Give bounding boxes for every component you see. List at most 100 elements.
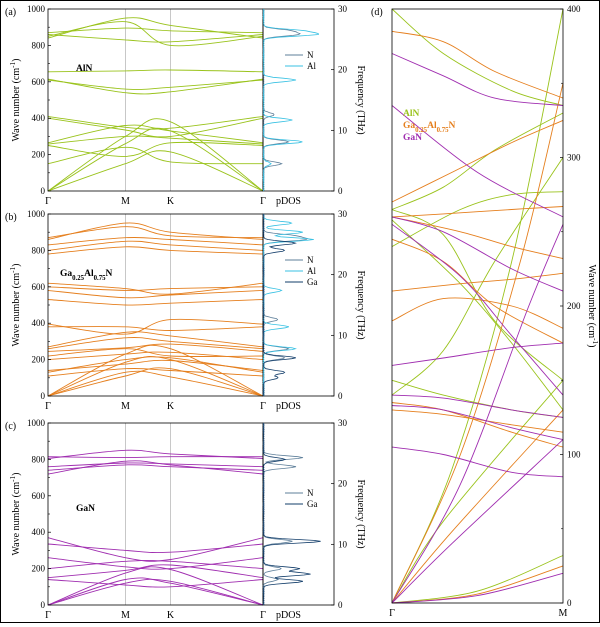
phonon-band-AlN <box>391 209 564 381</box>
x-tick-label: Γ <box>389 608 395 619</box>
phonon-band <box>47 577 264 606</box>
x-tick-label: K <box>167 401 175 412</box>
phonon-band-AlN <box>391 112 564 210</box>
phonon-band <box>47 282 264 295</box>
phonon-band <box>47 344 264 397</box>
y-tick-label: 100 <box>567 450 581 460</box>
phonon-band <box>47 286 264 291</box>
phonon-band <box>47 355 264 397</box>
y-tick-label: 300 <box>567 153 581 163</box>
y-tick-label: 0 <box>41 186 46 196</box>
phonon-band <box>47 118 264 192</box>
y-tick-label: 0 <box>567 598 572 608</box>
phonon-band-Ga0.25Al0.75N <box>391 119 564 203</box>
y-tick-label: 600 <box>32 282 46 292</box>
y-tick-label: 1000 <box>27 4 46 14</box>
y-axis-label: Wave number (cm-1) <box>9 59 22 142</box>
y-tick-label: 200 <box>32 355 46 365</box>
x-tick-label: M <box>121 610 130 621</box>
legend-label-N: N <box>307 50 314 60</box>
panel-d <box>391 8 564 604</box>
phonon-band <box>47 21 264 47</box>
panel-b <box>47 213 335 397</box>
legend-label-N: N <box>307 488 314 498</box>
phonon-band <box>47 356 264 373</box>
phonon-band <box>47 240 264 251</box>
dos-axis-label: pDOS <box>276 196 301 207</box>
x-tick-label: K <box>167 610 175 621</box>
y-tick-label: 400 <box>32 318 46 328</box>
panel-letter-c: (c) <box>5 421 16 432</box>
right-y-tick-label: 30 <box>338 209 348 219</box>
phonon-band <box>47 146 264 165</box>
legend-label-Al: Al <box>307 61 316 71</box>
x-tick-label: Γ <box>260 610 266 621</box>
phonon-band-GaN <box>391 446 564 478</box>
pdos-curve-Al <box>262 8 319 192</box>
phonon-band <box>47 370 264 397</box>
x-tick-label: Γ <box>45 401 51 412</box>
dos-axis-label: pDOS <box>276 610 301 621</box>
phonon-band-GaN <box>391 342 564 366</box>
right-y-tick-label: 10 <box>338 330 348 340</box>
phonon-band <box>47 579 264 588</box>
x-tick-label: M <box>121 401 130 412</box>
right-y-tick-label: 0 <box>338 600 343 610</box>
phonon-band <box>47 537 264 562</box>
phonon-band-Ga0.25Al0.75N <box>391 83 564 604</box>
right-y-tick-label: 20 <box>338 65 348 75</box>
y-tick-label: 600 <box>32 491 46 501</box>
y-tick-label: 600 <box>32 77 46 87</box>
phonon-band-AlN <box>391 555 564 604</box>
right-y-axis-label: Frequency (THz) <box>355 65 366 134</box>
y-tick-label: 0 <box>41 391 46 401</box>
phonon-band-Ga0.25Al0.75N <box>391 297 564 329</box>
phonon-band <box>47 343 264 352</box>
phonon-band <box>47 331 264 348</box>
phonon-band <box>47 326 264 331</box>
phonon-band <box>47 462 264 468</box>
y-tick-label: 200 <box>32 150 46 160</box>
legend-label-Ga0.25Al0.75N: Ga0.25Al0.75N <box>403 121 456 134</box>
phonon-band-Ga0.25Al0.75N <box>391 216 564 259</box>
y-axis-label: Wave number (cm-1) <box>9 264 22 347</box>
phonon-band <box>47 566 264 606</box>
right-y-tick-label: 20 <box>338 479 348 489</box>
right-y-tick-label: 30 <box>338 4 348 14</box>
phonon-band <box>47 543 264 554</box>
y-tick-label: 400 <box>567 4 581 14</box>
phonon-band <box>47 359 264 371</box>
phonon-band <box>47 557 264 570</box>
right-y-axis-label: Frequency (THz) <box>355 479 366 548</box>
legend-label-AlN: AlN <box>403 109 420 119</box>
right-y-axis-label: Frequency (THz) <box>355 270 366 339</box>
y-tick-label: 1000 <box>27 418 46 428</box>
phonon-band-GaN <box>391 572 564 604</box>
x-tick-label: K <box>167 196 175 207</box>
phonon-band <box>47 17 264 39</box>
phonon-band-GaN <box>391 224 564 604</box>
phonon-band <box>47 135 264 145</box>
right-y-tick-label: 30 <box>338 418 348 428</box>
y-tick-label: 400 <box>32 527 46 537</box>
material-label: GaN <box>76 504 95 514</box>
phonon-band <box>47 318 264 335</box>
phonon-band-AlN <box>391 219 564 411</box>
right-y-tick-label: 0 <box>338 391 343 401</box>
legend-label-GaN: GaN <box>403 133 422 143</box>
phonon-band-Ga0.25Al0.75N <box>391 409 564 604</box>
panel-letter-a: (a) <box>5 7 16 18</box>
x-tick-label: M <box>121 196 130 207</box>
phonon-band-GaN <box>391 405 564 441</box>
y-tick-label: 800 <box>32 40 46 50</box>
phonon-band-Ga0.25Al0.75N <box>391 206 564 218</box>
pdos-curve-Ga <box>262 422 321 606</box>
phonon-band <box>47 141 264 157</box>
phonon-band <box>47 150 264 192</box>
phonon-band-AlN <box>391 8 564 604</box>
legend-label-Al: Al <box>307 266 316 276</box>
phonon-band <box>47 348 264 357</box>
y-tick-label: 800 <box>32 245 46 255</box>
phonon-band <box>47 78 264 95</box>
phonon-band <box>47 222 264 240</box>
